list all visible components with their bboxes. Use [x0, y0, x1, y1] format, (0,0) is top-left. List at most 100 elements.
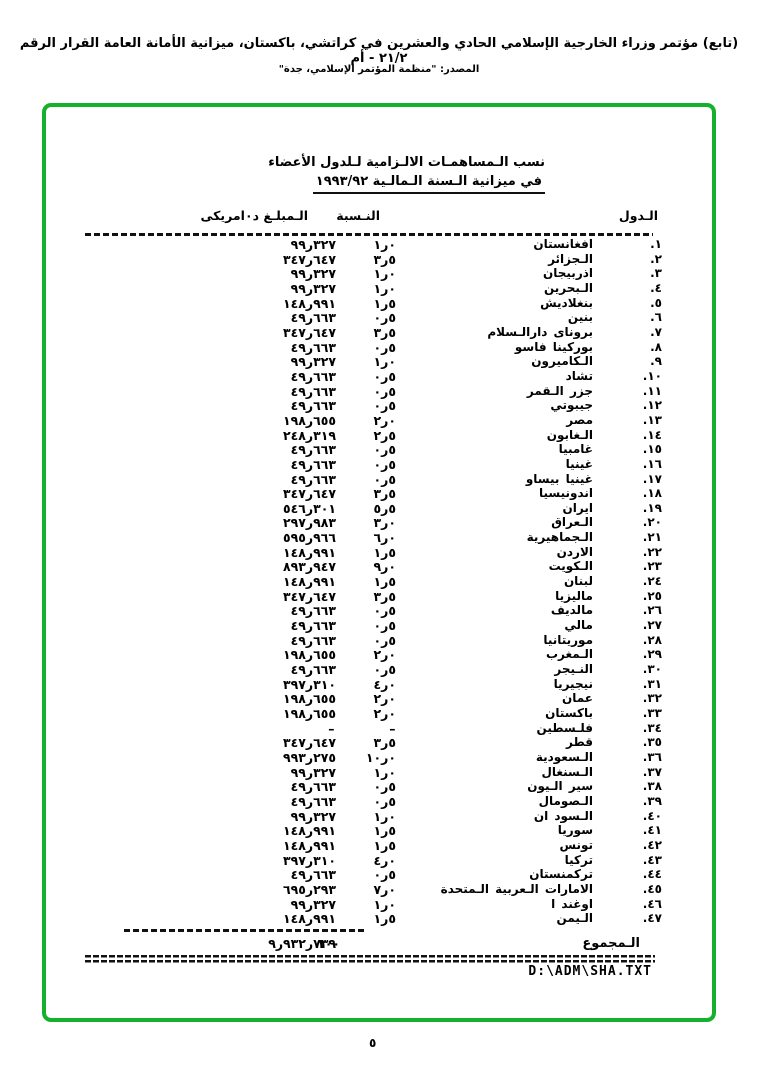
row-amount: ٤٩ر٦٦٣ [290, 442, 336, 458]
row-amount: ٥٩٥ر٩٦٦ [283, 530, 336, 546]
page-number: ٥ [369, 1036, 377, 1050]
row-amount: – [328, 720, 336, 736]
row-amount: ١٩٨ر٦٥٥ [283, 691, 336, 707]
row-percentage: ١ر٥ [373, 574, 396, 590]
table-row: ٩٩ر٣٢٧ ١ر٠ الـسود ان .٤٠ [46, 809, 712, 824]
table-row: ١٤٨ر٩٩١ ١ر٥ تونس .٤٢ [46, 838, 712, 853]
row-amount: ٤٩ر٦٦٣ [290, 456, 336, 472]
row-amount: ٤٩ر٦٦٣ [290, 793, 336, 809]
row-number: .٢٧ [642, 618, 662, 633]
table-title-line1: نسب الـمساهمـات الالـزامية لـلدول الأعضا… [268, 155, 545, 170]
table-row: ٤٩ر٦٦٣ ٠ر٥ جيبوتي .١٢ [46, 398, 712, 413]
row-number: .٣٢ [642, 691, 662, 706]
row-country-name: الـبحرين [543, 280, 593, 295]
row-percentage: ٠ر٥ [373, 398, 396, 414]
row-country-name: الاردن [556, 544, 593, 559]
row-amount: ٣٤٧ر٦٤٧ [283, 735, 336, 751]
row-amount: ٤٩ر٦٦٣ [290, 339, 336, 355]
row-amount: ٩٩ر٣٢٧ [290, 237, 336, 252]
table-row: ١٩٨ر٦٥٥ ٢ر٠ الـمغرب .٢٩ [46, 647, 712, 662]
row-amount: ٣٤٧ر٦٤٧ [283, 486, 336, 502]
row-country-name: غامبيا [558, 442, 593, 457]
table-row: ٤٩ر٦٦٣ ٠ر٥ موريتانيا .٢٨ [46, 633, 712, 648]
table-row: ٤٩ر٦٦٣ ٠ر٥ غينيا بيساو .١٧ [46, 472, 712, 487]
table-row: ٣٤٧ر٦٤٧ ٣ر٥ ماليزيا .٢٥ [46, 589, 712, 604]
row-country-name: الامارات الـعربية الـمتحدة [440, 881, 593, 896]
row-country-name: اوغند ا [551, 896, 593, 911]
row-country-name: الـجزائر [548, 251, 593, 266]
table-row: ١٤٨ر٩٩١ ١ر٥ الاردن .٢٢ [46, 545, 712, 560]
row-amount: ١٤٨ر٩٩١ [283, 911, 336, 927]
row-number: .٢٤ [642, 574, 662, 589]
row-country-name: مصر [566, 412, 593, 427]
row-percentage: ٠ر٥ [373, 779, 396, 795]
row-percentage: ١ر٠ [373, 354, 396, 370]
row-number: .٥ [650, 295, 662, 310]
row-number: .٣٤ [642, 720, 662, 735]
table-row: ٩٩ر٣٢٧ ١ر٠ الـكاميرون .٩ [46, 354, 712, 369]
table-row: ٢٤٨ر٣١٩ ٢ر٥ الـغابون .١٤ [46, 428, 712, 443]
table-row: ٤٩ر٦٦٣ ٠ر٥ الـصومال .٣٩ [46, 794, 712, 809]
row-percentage: ٠ر٥ [373, 618, 396, 634]
row-country-name: سير الـيون [527, 779, 593, 794]
row-percentage: ٤ر٠ [373, 676, 396, 692]
row-amount: ١٤٨ر٩٩١ [283, 295, 336, 311]
table-row: ٩٩ر٣٢٧ ١ر٠ افغانستان .١ [46, 237, 712, 252]
table-row: ٤٩ر٦٦٣ ٠ر٥ تشاد .١٠ [46, 369, 712, 384]
row-amount: ١٤٨ر٩٩١ [283, 574, 336, 590]
table-row: ٤٩ر٦٦٣ ٠ر٥ مالديف .٢٦ [46, 603, 712, 618]
row-number: .٢٣ [642, 559, 662, 574]
row-country-name: الـسود ان [533, 808, 593, 823]
row-amount: ٥٤٦ر٣٠١ [283, 500, 336, 516]
table-row: ١٤٨ر٩٩١ ١ر٥ سوريا .٤١ [46, 823, 712, 838]
row-amount: ٤٩ر٦٦٣ [290, 662, 336, 678]
row-country-name: فلـسطين [536, 720, 593, 735]
row-country-name: غينيا بيساو [525, 471, 593, 486]
row-percentage: ١ر٥ [373, 823, 396, 839]
row-country-name: لبنان [563, 574, 593, 589]
table-row: ٣٩٧ر٣١٠ ٤ر٠ نيجيريا .٣١ [46, 677, 712, 692]
row-number: .١٥ [642, 442, 662, 457]
row-number: .٣٨ [642, 779, 662, 794]
row-percentage: ١ر٠ [373, 237, 396, 252]
row-country-name: اندونيسيا [538, 486, 593, 501]
row-country-name: بنغلاديش [540, 295, 593, 310]
table-row: ٤٩ر٦٦٣ ٠ر٥ جزر الـقمر .١١ [46, 384, 712, 399]
table-row: ٨٩٣ر٩٤٧ ٩ر٠ الـكويت .٢٣ [46, 559, 712, 574]
row-number: .٣١ [642, 676, 662, 691]
row-percentage: ٢ر٥ [373, 427, 396, 443]
row-country-name: غينيا [565, 456, 593, 471]
table-row: ٩٩ر٣٢٧ ١ر٠ الـبحرين .٤ [46, 281, 712, 296]
row-amount: ٤٩ر٦٦٣ [290, 310, 336, 326]
row-percentage: ٢ر٠ [373, 647, 396, 663]
row-country-name: نيجيريا [553, 676, 593, 691]
row-country-name: الـمغرب [545, 647, 593, 662]
row-country-name: سوريا [557, 823, 593, 838]
row-number: .٤ [650, 280, 662, 295]
row-country-name: النـيجر [554, 662, 593, 677]
contributions-table-body: ٩٩ر٣٢٧ ١ر٠ افغانستان .١ ٣٤٧ر٦٤٧ ٣ر٥ الـج… [46, 237, 712, 926]
row-number: .٢١ [642, 530, 662, 545]
row-amount: ٩٩٣ر٢٧٥ [283, 749, 336, 765]
column-header-country: الـدول [618, 208, 658, 223]
column-header-amount: الـمبلـغ د٠امريكى [200, 208, 308, 223]
table-row: ٣٤٧ر٦٤٧ ٣ر٥ اندونيسيا .١٨ [46, 486, 712, 501]
document-header-title: (تابع) مؤتمر وزراء الخارجية الإسلامي الح… [19, 36, 739, 66]
row-percentage: ٩ر٠ [373, 559, 396, 575]
row-amount: ١٩٨ر٦٥٥ [283, 647, 336, 663]
column-header-percentage: النـسبة [336, 208, 380, 223]
table-row: ٣٤٧ر٦٤٧ ٣ر٥ قطر .٣٥ [46, 735, 712, 750]
row-country-name: بروناى دارالـسلام [487, 324, 593, 339]
row-number: .٣٦ [642, 749, 662, 764]
row-amount: ٢٤٨ر٣١٩ [283, 427, 336, 443]
row-number: .٤٢ [642, 837, 662, 852]
row-number: .٤١ [642, 823, 662, 838]
row-percentage: ١ر٥ [373, 911, 396, 927]
table-title: نسب الـمساهمـات الالـزامية لـلدول الأعضا… [268, 153, 545, 194]
row-number: .٤٦ [642, 896, 662, 911]
row-amount: ٩٩ر٣٢٧ [290, 280, 336, 296]
row-number: .٤٤ [642, 867, 662, 882]
row-number: .٢٨ [642, 632, 662, 647]
row-number: .٢٥ [642, 588, 662, 603]
table-row: ٩٩ر٣٢٧ ١ر٠ اوغند ا .٤٦ [46, 897, 712, 912]
